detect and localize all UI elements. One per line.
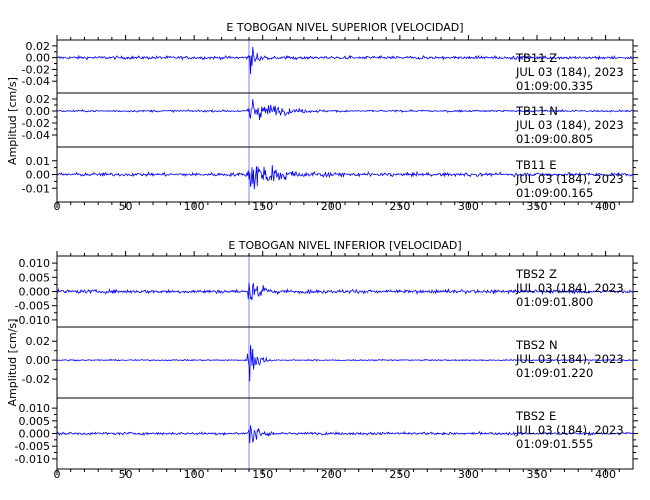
y-tick-label: 0.00 xyxy=(26,354,51,367)
trace-annotation: TB11 E xyxy=(515,158,556,172)
y-axis-label: Amplitud [cm/s] xyxy=(6,77,19,165)
y-tick-label: 0.000 xyxy=(19,286,51,299)
x-tick-label: 300 xyxy=(458,200,479,213)
trace-annotation: JUL 03 (184), 2023 xyxy=(515,423,624,437)
x-tick-label: 400 xyxy=(595,468,616,481)
y-tick-label: -0.02 xyxy=(22,373,50,386)
y-tick-label: -0.04 xyxy=(22,75,50,88)
x-tick-label: 300 xyxy=(458,468,479,481)
trace-annotation: 01:09:01.800 xyxy=(516,295,593,309)
seismic-trace xyxy=(56,425,634,444)
trace-annotation: 01:09:00.805 xyxy=(516,132,593,146)
trace-annotation: 01:09:01.220 xyxy=(516,366,593,380)
y-tick-label: 0.02 xyxy=(26,40,51,53)
trace-annotation: TB11 N xyxy=(515,104,558,118)
y-tick-label: -0.005 xyxy=(15,300,50,313)
x-tick-label: 150 xyxy=(252,468,273,481)
chart-title: E TOBOGAN NIVEL SUPERIOR [VELOCIDAD] xyxy=(226,21,463,34)
trace-annotation: 01:09:00.165 xyxy=(516,186,593,200)
x-tick-label: 150 xyxy=(252,200,273,213)
x-tick-label: 200 xyxy=(321,468,342,481)
seismic-trace xyxy=(56,165,634,190)
y-tick-label: 0.02 xyxy=(26,335,51,348)
x-tick-label: 250 xyxy=(389,468,410,481)
y-tick-label: 0.010 xyxy=(19,257,51,270)
trace-annotation: JUL 03 (184), 2023 xyxy=(515,118,624,132)
seismic-trace xyxy=(56,99,634,121)
seismogram-block-0: E TOBOGAN NIVEL SUPERIOR [VELOCIDAD] 0.02… xyxy=(6,21,638,213)
y-tick-label: -0.02 xyxy=(22,117,50,130)
y-tick-label: -0.02 xyxy=(22,63,50,76)
x-tick-label: 350 xyxy=(527,200,548,213)
y-tick-label: -0.010 xyxy=(15,314,50,327)
trace-annotation: JUL 03 (184), 2023 xyxy=(515,172,624,186)
x-tick-label: 50 xyxy=(119,200,133,213)
y-tick-label: 0.01 xyxy=(26,155,51,168)
trace-annotation: TBS2 Z xyxy=(515,267,557,281)
y-tick-label: 0.000 xyxy=(19,428,51,441)
y-tick-label: 0.00 xyxy=(26,169,51,182)
seismic-trace xyxy=(56,46,634,75)
seismic-trace xyxy=(56,345,634,382)
chart-title: E TOBOGAN NIVEL INFERIOR [VELOCIDAD] xyxy=(228,239,461,252)
y-tick-label: 0.005 xyxy=(19,415,51,428)
trace-annotation: TB11 Z xyxy=(515,51,557,65)
trace-annotation: 01:09:01.555 xyxy=(516,437,593,451)
y-tick-label: 0.02 xyxy=(26,93,51,106)
x-tick-label: 350 xyxy=(527,468,548,481)
x-tick-label: 0 xyxy=(54,468,61,481)
y-axis-label: Amplitud [cm/s] xyxy=(6,319,19,407)
y-tick-label: -0.010 xyxy=(15,453,50,466)
y-tick-label: 0.005 xyxy=(19,271,51,284)
trace-annotation: JUL 03 (184), 2023 xyxy=(515,281,624,295)
seismic-trace xyxy=(56,282,634,301)
y-tick-label: -0.005 xyxy=(15,440,50,453)
x-tick-label: 0 xyxy=(54,200,61,213)
x-tick-label: 200 xyxy=(321,200,342,213)
y-tick-label: 0.010 xyxy=(19,402,51,415)
trace-annotation: JUL 03 (184), 2023 xyxy=(515,65,624,79)
y-tick-label: 0.00 xyxy=(26,105,51,118)
trace-annotation: TBS2 N xyxy=(515,338,558,352)
y-tick-label: -0.01 xyxy=(22,182,50,195)
trace-annotation: JUL 03 (184), 2023 xyxy=(515,352,624,366)
x-tick-label: 50 xyxy=(119,468,133,481)
x-tick-label: 250 xyxy=(389,200,410,213)
x-tick-label: 400 xyxy=(595,200,616,213)
y-tick-label: 0.00 xyxy=(26,52,51,65)
y-tick-label: -0.04 xyxy=(22,129,50,142)
trace-annotation: 01:09:00.335 xyxy=(516,79,593,93)
x-tick-label: 100 xyxy=(184,468,205,481)
x-tick-label: 100 xyxy=(184,200,205,213)
seismogram-block-1: E TOBOGAN NIVEL INFERIOR [VELOCIDAD] 0.01… xyxy=(6,239,638,481)
trace-annotation: TBS2 E xyxy=(515,409,556,423)
